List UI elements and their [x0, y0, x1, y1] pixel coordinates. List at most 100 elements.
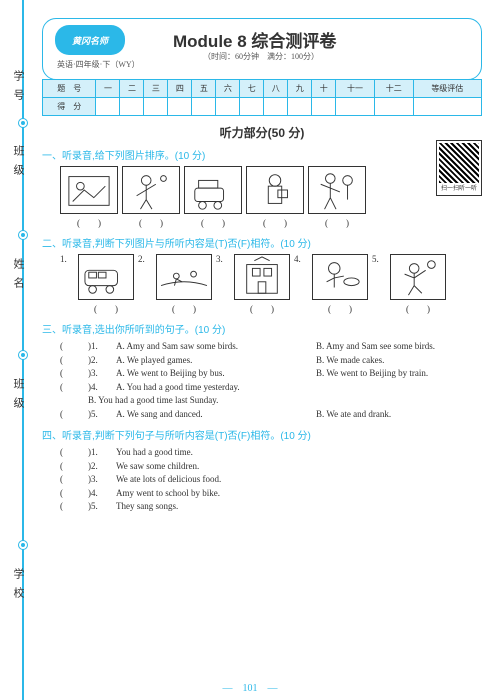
- pic: [156, 254, 212, 300]
- section-2-title: 二、听录音,判断下列图片与所听内容是(T)否(F)相符。(10 分): [42, 235, 482, 250]
- th: 十二: [374, 80, 413, 98]
- num: 1.: [60, 254, 74, 300]
- score-cell[interactable]: [120, 98, 144, 116]
- tr-label: 得 分: [43, 98, 96, 116]
- question: ()2.A. We played games.B. We made cakes.: [60, 354, 482, 368]
- question: ()2.We saw some children.: [60, 460, 482, 474]
- blank[interactable]: ( ): [308, 216, 366, 229]
- th: 题 号: [43, 80, 96, 98]
- th: 四: [168, 80, 192, 98]
- num: 3.: [216, 254, 230, 300]
- listening-title: 听力部分(50 分): [42, 124, 482, 141]
- spine-dot: [18, 350, 28, 360]
- blank[interactable]: (: [60, 460, 88, 474]
- module-title: Module 8 综合测评卷: [173, 27, 336, 52]
- blank[interactable]: ( ): [184, 216, 242, 229]
- spine-label: 姓名: [10, 258, 26, 296]
- blank[interactable]: ( ): [156, 302, 212, 315]
- blank[interactable]: ( ): [78, 302, 134, 315]
- question: ()4.A. You had a good time yesterday.: [60, 381, 482, 395]
- spine-label: 班级: [10, 378, 26, 416]
- th: 十: [312, 80, 336, 98]
- blank[interactable]: (: [60, 446, 88, 460]
- num: 2.: [138, 254, 152, 300]
- score-cell[interactable]: [336, 98, 375, 116]
- blank[interactable]: (: [60, 408, 88, 422]
- th: 二: [120, 80, 144, 98]
- exam-meta: （时间：60分钟 满分：100分）: [203, 51, 319, 62]
- blank[interactable]: (: [60, 340, 88, 354]
- pic: [60, 166, 118, 214]
- question: ()3.A. We went to Beijing by bus.B. We w…: [60, 367, 482, 381]
- question: ()4.Amy went to school by bike.: [60, 487, 482, 501]
- blank[interactable]: (: [60, 354, 88, 368]
- blank[interactable]: (: [60, 500, 88, 514]
- spine-label: 班级: [10, 145, 26, 183]
- score-cell[interactable]: [96, 98, 120, 116]
- blank-row: ( ) ( ) ( ) ( ) ( ): [60, 216, 482, 229]
- score-cell[interactable]: [374, 98, 413, 116]
- score-table: 题 号 一 二 三 四 五 六 七 八 九 十 十一 十二 等级评估 得 分: [42, 79, 482, 116]
- th: 三: [144, 80, 168, 98]
- score-cell[interactable]: [312, 98, 336, 116]
- question: ()1.A. Amy and Sam saw some birds.B. Amy…: [60, 340, 482, 354]
- section-3-title: 三、听录音,选出你所听到的句子。(10 分): [42, 321, 482, 336]
- header-box: 黄冈名师 英语·四年级·下（WY） Module 8 综合测评卷 （时间：60分…: [42, 18, 482, 80]
- score-cell[interactable]: [413, 98, 481, 116]
- blank-row: ( ) ( ) ( ) ( ) ( ): [60, 302, 482, 315]
- spine-dot: [18, 540, 28, 550]
- section-1-title: 一、听录音,给下列图片排序。(10 分): [42, 147, 482, 162]
- spine-dot: [18, 118, 28, 128]
- num: 5.: [372, 254, 386, 300]
- qr-code[interactable]: 扫一扫听一听: [436, 140, 482, 196]
- question-cont: B. You had a good time last Sunday.: [88, 394, 482, 408]
- score-cell[interactable]: [192, 98, 216, 116]
- pic: [308, 166, 366, 214]
- score-cell[interactable]: [288, 98, 312, 116]
- th: 五: [192, 80, 216, 98]
- pic: [312, 254, 368, 300]
- score-cell[interactable]: [144, 98, 168, 116]
- spine-label: 学号: [10, 70, 26, 108]
- pic: [390, 254, 446, 300]
- book-info: 英语·四年级·下（WY）: [57, 59, 140, 70]
- blank[interactable]: ( ): [60, 216, 118, 229]
- question: ()3.We ate lots of delicious food.: [60, 473, 482, 487]
- qr-label: 扫一扫听一听: [439, 183, 479, 192]
- blank[interactable]: ( ): [234, 302, 290, 315]
- blank[interactable]: (: [60, 487, 88, 501]
- blank[interactable]: ( ): [390, 302, 446, 315]
- question: ()5.They sang songs.: [60, 500, 482, 514]
- score-cell[interactable]: [216, 98, 240, 116]
- question: ()1.You had a good time.: [60, 446, 482, 460]
- brand-badge: 黄冈名师: [55, 25, 125, 55]
- spine-label: 学校: [10, 568, 26, 606]
- question: ()5.A. We sang and danced.B. We ate and …: [60, 408, 482, 422]
- blank[interactable]: (: [60, 367, 88, 381]
- score-cell[interactable]: [264, 98, 288, 116]
- section-4-title: 四、听录音,判断下列句子与所听内容是(T)否(F)相符。(10 分): [42, 427, 482, 442]
- page-content: 黄冈名师 英语·四年级·下（WY） Module 8 综合测评卷 （时间：60分…: [42, 18, 482, 514]
- th: 等级评估: [413, 80, 481, 98]
- score-cell[interactable]: [240, 98, 264, 116]
- blank[interactable]: (: [60, 473, 88, 487]
- th: 六: [216, 80, 240, 98]
- page-number: — 101 —: [0, 679, 500, 694]
- blank[interactable]: (: [60, 381, 88, 395]
- score-cell[interactable]: [168, 98, 192, 116]
- blank[interactable]: ( ): [122, 216, 180, 229]
- pic: [184, 166, 242, 214]
- image-row-1: [60, 166, 482, 214]
- qr-icon: [439, 143, 479, 183]
- th: 一: [96, 80, 120, 98]
- blank[interactable]: ( ): [312, 302, 368, 315]
- spine-dot: [18, 230, 28, 240]
- num: 4.: [294, 254, 308, 300]
- pic: [122, 166, 180, 214]
- th: 十一: [336, 80, 375, 98]
- th: 八: [264, 80, 288, 98]
- blank[interactable]: ( ): [246, 216, 304, 229]
- th: 七: [240, 80, 264, 98]
- th: 九: [288, 80, 312, 98]
- pic: [246, 166, 304, 214]
